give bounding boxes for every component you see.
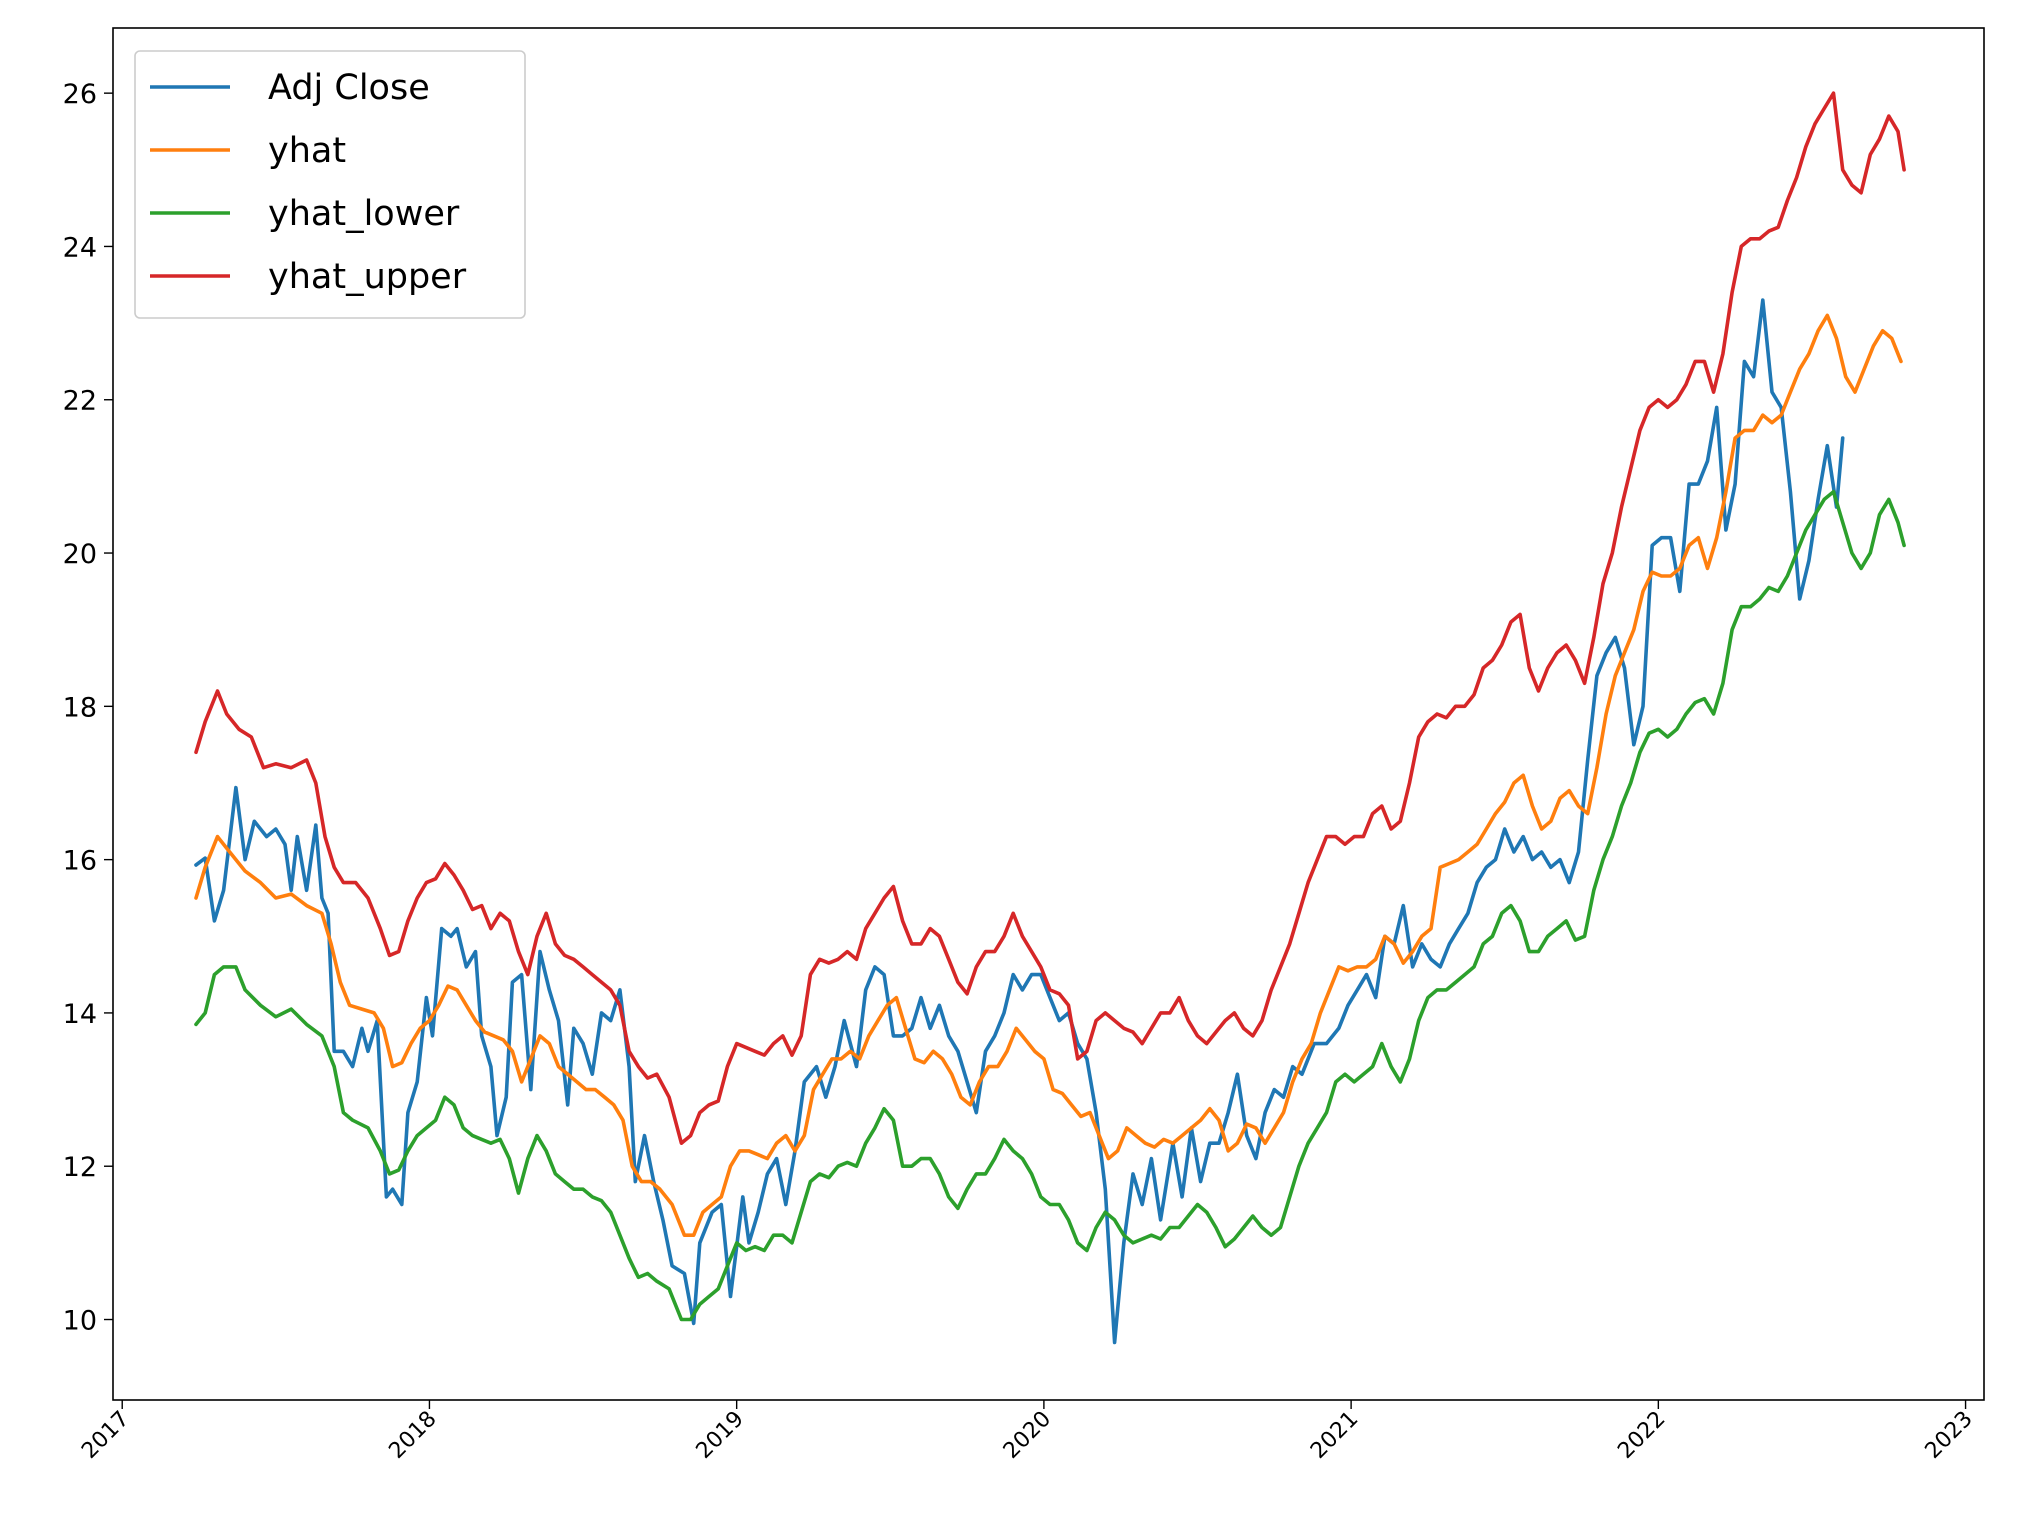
axes-frame — [112, 27, 1985, 1401]
series-line-adj-close — [194, 298, 1845, 1345]
legend-label: yhat_lower — [268, 194, 460, 234]
legend-label: Adj Close — [268, 68, 430, 108]
y-tick-label: 12 — [63, 1152, 97, 1183]
y-tick-label: 18 — [63, 692, 97, 723]
y-tick-label: 20 — [63, 539, 97, 570]
legend: Adj Close yhat yhat_lower yhat_upper — [134, 50, 526, 319]
legend-label: yhat — [268, 131, 346, 171]
legend-box — [134, 50, 526, 319]
y-tick-label: 26 — [63, 79, 97, 110]
y-tick-label: 24 — [63, 232, 97, 263]
y-tick-label: 10 — [63, 1306, 97, 1337]
y-tick-label: 14 — [63, 999, 97, 1030]
series-line-yhat-upper — [194, 91, 1906, 1145]
series-line-yhat — [194, 313, 1903, 1237]
series-line-yhat-lower — [194, 489, 1906, 1322]
plot-lines — [194, 91, 1906, 1345]
y-axis-ticks: 10 12 14 16 18 20 22 24 26 — [63, 79, 113, 1337]
legend-label: yhat_upper — [268, 257, 467, 297]
y-tick-label: 22 — [63, 386, 97, 417]
y-tick-label: 16 — [63, 846, 97, 877]
